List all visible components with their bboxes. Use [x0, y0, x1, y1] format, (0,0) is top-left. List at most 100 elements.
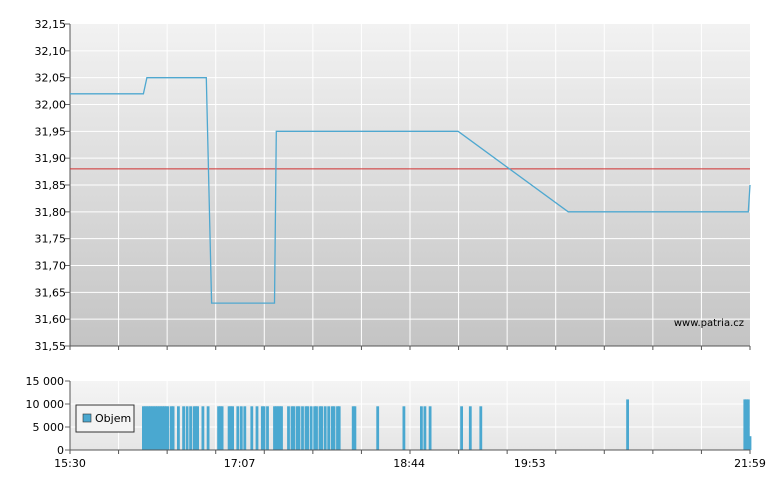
volume-bar: [218, 406, 222, 450]
volume-bar: [163, 406, 166, 450]
price-y-tick-label: 31,60: [35, 313, 67, 326]
volume-y-tick-label: 15 000: [26, 375, 65, 388]
volume-bar: [166, 406, 170, 450]
volume-bar: [274, 406, 278, 450]
volume-bar: [353, 406, 357, 450]
volume-bar: [297, 406, 301, 450]
price-series-line: [70, 77, 751, 304]
volume-bar: [428, 406, 432, 450]
price-y-tick-label: 31,55: [35, 340, 67, 353]
volume-bar: [306, 406, 310, 450]
volume-bar: [402, 406, 406, 450]
price-y-tick-label: 31,75: [35, 233, 67, 246]
volume-bar: [239, 406, 243, 450]
volume-bar: [748, 436, 752, 450]
volume-bar: [147, 406, 151, 450]
volume-bar: [351, 406, 355, 450]
volume-bar: [185, 406, 189, 450]
volume-bar: [330, 406, 334, 450]
volume-y-tick-label: 0: [57, 444, 64, 457]
volume-bar: [157, 406, 161, 450]
volume-bar: [182, 406, 185, 450]
volume-bar: [231, 406, 234, 450]
volume-bar: [295, 406, 299, 450]
price-y-tick-label: 32,05: [35, 72, 67, 85]
volume-bar: [236, 406, 240, 450]
x-tick-label: 15:30: [54, 457, 86, 470]
volume-bar: [743, 399, 747, 450]
volume-bar: [149, 406, 152, 450]
volume-bar: [150, 406, 154, 450]
volume-bar: [243, 406, 247, 450]
volume-bar: [250, 406, 254, 450]
volume-bar: [460, 406, 463, 450]
volume-bar: [280, 406, 283, 450]
volume-bar: [315, 406, 318, 450]
volume-bar: [313, 406, 317, 450]
volume-bar: [192, 406, 196, 450]
volume-bar: [323, 406, 327, 450]
volume-bar: [468, 406, 472, 450]
volume-bar: [304, 406, 308, 450]
x-tick-label: 18:44: [393, 457, 425, 470]
watermark: www.patria.cz: [674, 318, 744, 329]
volume-bar: [276, 406, 280, 450]
volume-bar: [142, 406, 145, 450]
volume-bar: [745, 399, 748, 450]
legend-swatch: [82, 413, 92, 423]
volume-bar: [220, 406, 224, 450]
volume-bar: [262, 406, 266, 450]
legend-label: Objem: [95, 412, 131, 425]
volume-bar: [479, 406, 483, 450]
volume-bar: [206, 406, 210, 450]
volume-bar: [255, 406, 259, 450]
price-y-tick-label: 31,80: [35, 206, 67, 219]
volume-bar: [337, 406, 341, 450]
volume-bar: [177, 406, 180, 450]
volume-bar: [152, 406, 156, 450]
volume-bar: [161, 406, 164, 450]
volume-bar: [260, 406, 264, 450]
volume-bar: [746, 399, 750, 450]
volume-bar: [327, 406, 331, 450]
volume-bar: [320, 406, 324, 450]
volume-bar: [229, 406, 233, 450]
volume-bar: [156, 406, 159, 450]
volume-bar: [194, 406, 198, 450]
volume-bar: [170, 406, 173, 450]
volume-y-tick-label: 5 000: [33, 421, 65, 434]
volume-bar: [273, 406, 276, 450]
volume-bar: [171, 406, 175, 450]
volume-bar: [420, 406, 423, 450]
price-y-tick-label: 31,70: [35, 260, 67, 273]
volume-bar: [290, 406, 294, 450]
volume-y-tick-label: 10 000: [26, 398, 65, 411]
volume-bar: [332, 406, 336, 450]
x-tick-label: 21:59: [734, 457, 766, 470]
price-y-tick-label: 32,15: [35, 18, 67, 31]
volume-bar: [318, 406, 322, 450]
volume-bar: [266, 406, 269, 450]
volume-bar: [154, 406, 158, 450]
volume-bar: [336, 406, 339, 450]
volume-legend: Objem: [75, 404, 135, 433]
volume-panel: 15 000 10 000 5 000 015:30 17:07 18:44 19:53 21…: [26, 375, 766, 470]
volume-bar: [278, 406, 282, 450]
volume-bar: [301, 406, 304, 450]
price-panel: 32,15 32,10 32,05 32,00 31,95 31,90 31,85 31,80…: [35, 18, 751, 353]
volume-bar: [227, 406, 231, 450]
price-y-tick-label: 31,95: [35, 125, 67, 138]
volume-bar: [376, 406, 380, 450]
volume-bar: [217, 406, 220, 450]
volume-bar: [159, 406, 163, 450]
volume-bar: [626, 399, 629, 450]
price-y-tick-label: 32,00: [35, 99, 67, 112]
volume-bar: [189, 406, 192, 450]
volume-bar: [287, 406, 290, 450]
x-tick-label: 19:53: [514, 457, 546, 470]
price-y-tick-label: 31,65: [35, 286, 67, 299]
volume-bar: [292, 406, 296, 450]
price-y-tick-label: 31,85: [35, 179, 67, 192]
